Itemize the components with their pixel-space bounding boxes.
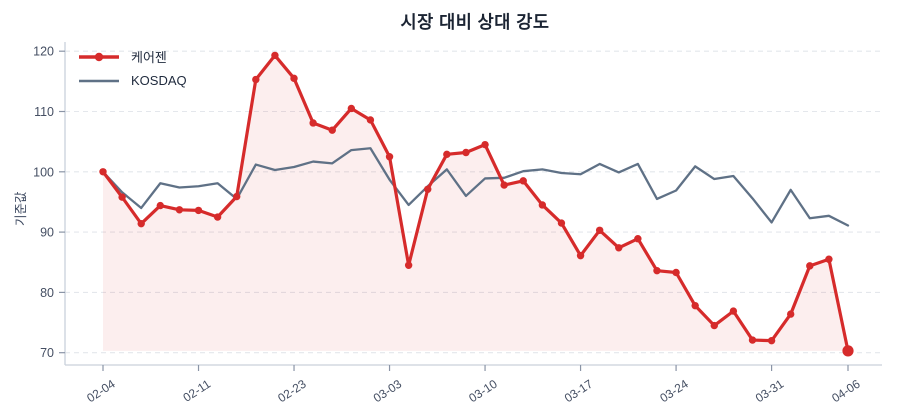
y-tick-label: 110 (34, 105, 54, 119)
x-tick-label: 04-06 (829, 377, 863, 406)
x-tick-label: 03-24 (657, 377, 691, 406)
x-tick-label: 02-04 (84, 377, 118, 406)
y-tick-label: 80 (40, 286, 54, 300)
caregen-marker (290, 74, 298, 83)
caregen-marker (519, 177, 527, 185)
caregen-marker (595, 226, 604, 234)
caregen-marker (424, 185, 432, 193)
legend-item-kosdaq: KOSDAQ (78, 71, 187, 90)
caregen-marker (137, 219, 145, 228)
x-tick-label: 02-11 (181, 377, 214, 405)
caregen-marker (99, 168, 107, 176)
y-tick-label: 100 (33, 165, 54, 179)
caregen-marker (347, 104, 356, 113)
caregen-last-marker (842, 345, 854, 357)
caregen-legend-swatch (79, 52, 119, 61)
kosdaq-line (101, 147, 850, 227)
y-axis-title: 기준값 (14, 191, 28, 226)
caregen-marker (786, 310, 795, 318)
x-tick-label: 03-17 (562, 377, 596, 406)
caregen-marker (634, 235, 642, 243)
y-tick-label: 70 (40, 346, 54, 360)
caregen-marker (309, 119, 317, 127)
caregen-marker (557, 219, 566, 227)
caregen-marker (156, 201, 165, 210)
legend-label-caregen: 케어젠 (131, 50, 167, 65)
caregen-marker (691, 301, 699, 310)
y-tick-label: 90 (40, 226, 54, 240)
caregen-marker (252, 75, 260, 84)
y-tick-label: 120 (33, 45, 54, 59)
caregen-marker (462, 148, 470, 157)
caregen-marker (385, 153, 394, 161)
caregen-marker (194, 206, 203, 215)
caregen-marker (443, 150, 451, 159)
caregen-marker (175, 206, 184, 214)
caregen-marker (538, 201, 547, 209)
caregen-marker (806, 262, 814, 270)
caregen-marker (481, 140, 489, 149)
caregen-marker (615, 244, 623, 252)
caregen-marker (500, 181, 508, 189)
caregen-marker (576, 251, 585, 260)
caregen-marker (404, 261, 413, 269)
caregen-marker (710, 321, 718, 330)
x-tick-label: 03-03 (371, 377, 405, 406)
caregen-area-fill (103, 55, 848, 351)
legend-item-caregen: 케어젠 (78, 47, 187, 66)
caregen-marker (271, 51, 279, 60)
chart-title: 시장 대비 상대 강도 (400, 12, 550, 32)
caregen-marker (366, 116, 375, 124)
legend: 케어젠 KOSDAQ (78, 47, 187, 90)
x-tick-label: 03-31 (753, 377, 787, 406)
caregen-marker (653, 266, 661, 275)
caregen-marker (729, 307, 738, 315)
kosdaq-legend-swatch (79, 79, 119, 82)
caregen-marker (118, 193, 126, 201)
caregen-marker (213, 213, 222, 221)
caregen-line (101, 53, 850, 353)
caregen-marker (233, 192, 241, 201)
x-tick-label: 03-10 (466, 377, 500, 406)
caregen-marker (328, 126, 336, 134)
caregen-marker (672, 268, 680, 277)
caregen-marker-sample (94, 52, 104, 61)
caregen-marker (767, 336, 776, 345)
legend-label-kosdaq: KOSDAQ (131, 73, 187, 88)
caregen-marker (748, 336, 757, 344)
x-tick-label: 02-23 (275, 377, 309, 406)
caregen-marker (825, 255, 833, 263)
